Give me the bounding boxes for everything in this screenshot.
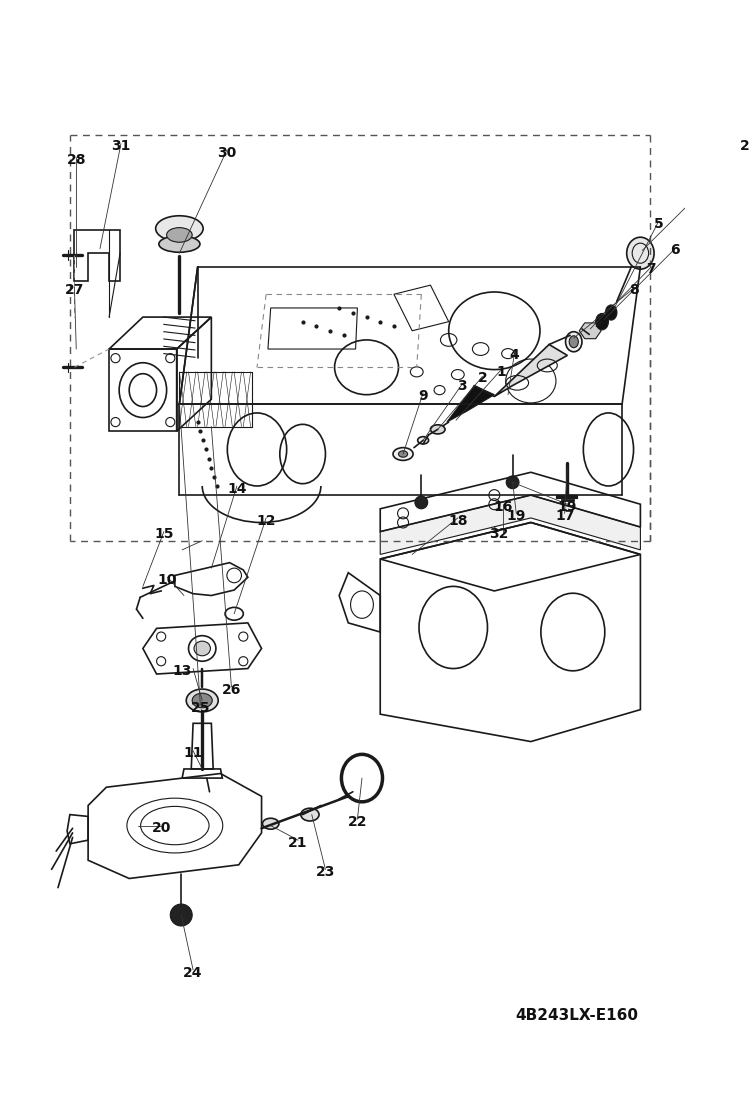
Text: 16: 16 <box>494 500 513 514</box>
Text: 30: 30 <box>217 146 237 160</box>
Ellipse shape <box>627 237 654 269</box>
Ellipse shape <box>159 236 200 252</box>
Text: 25: 25 <box>191 701 210 715</box>
Text: 4: 4 <box>509 349 519 362</box>
Ellipse shape <box>262 818 279 829</box>
Text: 9: 9 <box>419 388 428 403</box>
Text: 26: 26 <box>222 682 241 697</box>
Text: 21: 21 <box>288 836 308 850</box>
Text: 24: 24 <box>184 965 203 980</box>
Text: 19: 19 <box>506 509 526 523</box>
Ellipse shape <box>301 808 319 821</box>
Text: 17: 17 <box>555 509 574 523</box>
Ellipse shape <box>156 216 203 241</box>
Circle shape <box>506 476 519 488</box>
Text: 10: 10 <box>158 573 178 587</box>
Text: 4B243LX-E160: 4B243LX-E160 <box>515 1008 638 1022</box>
Text: 29: 29 <box>740 139 749 154</box>
Ellipse shape <box>398 451 407 457</box>
Ellipse shape <box>569 336 578 348</box>
Text: 13: 13 <box>172 665 192 678</box>
Polygon shape <box>447 385 494 422</box>
Text: 12: 12 <box>256 513 276 528</box>
Text: 23: 23 <box>316 866 335 879</box>
Circle shape <box>415 496 428 509</box>
Text: 5: 5 <box>654 217 664 231</box>
Text: 6: 6 <box>670 244 680 258</box>
Ellipse shape <box>194 641 210 656</box>
Ellipse shape <box>595 314 608 330</box>
Text: 15: 15 <box>154 528 174 541</box>
Ellipse shape <box>187 689 218 712</box>
Text: 28: 28 <box>67 154 86 167</box>
Polygon shape <box>494 344 567 396</box>
Polygon shape <box>579 323 601 339</box>
Text: 3: 3 <box>458 378 467 393</box>
Text: 31: 31 <box>112 139 130 154</box>
Text: 19: 19 <box>558 500 577 514</box>
Text: 18: 18 <box>448 513 467 528</box>
Ellipse shape <box>431 425 445 434</box>
Ellipse shape <box>166 227 192 242</box>
Ellipse shape <box>565 331 582 352</box>
Text: 27: 27 <box>64 283 84 296</box>
Text: 14: 14 <box>227 482 246 496</box>
Text: 1: 1 <box>497 365 506 378</box>
Circle shape <box>170 904 192 926</box>
Polygon shape <box>380 495 640 554</box>
Ellipse shape <box>192 693 212 708</box>
Ellipse shape <box>418 437 428 444</box>
Text: 2: 2 <box>478 371 488 385</box>
Text: 11: 11 <box>184 746 203 760</box>
Text: 20: 20 <box>151 822 171 835</box>
Text: 32: 32 <box>489 528 509 541</box>
Ellipse shape <box>606 305 616 320</box>
Text: 8: 8 <box>629 283 639 296</box>
Text: 7: 7 <box>646 262 656 275</box>
Ellipse shape <box>393 448 413 461</box>
Text: 22: 22 <box>348 815 367 829</box>
